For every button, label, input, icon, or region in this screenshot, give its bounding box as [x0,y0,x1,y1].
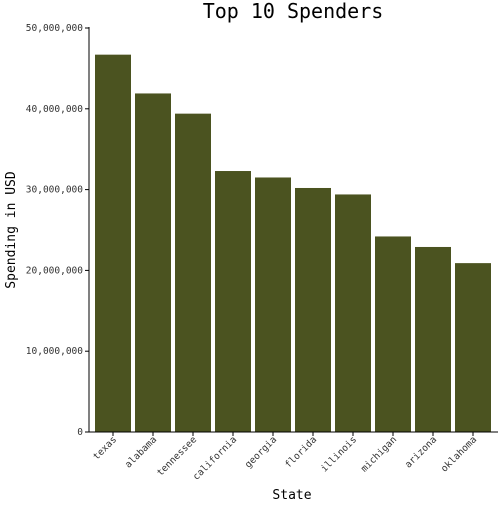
x-tick-label: oklahoma [439,434,479,474]
y-tick-label: 40,000,000 [26,104,83,115]
y-tick-label: 30,000,000 [26,185,83,196]
y-tick-label: 0 [77,427,83,438]
chart-title: Top 10 Spenders [203,0,384,23]
y-tick-label: 20,000,000 [26,265,83,276]
x-tick-label: michigan [359,434,399,474]
bar-alabama [135,93,171,432]
x-axis-label: State [272,488,311,503]
bar-florida [295,188,331,432]
y-tick-label: 50,000,000 [26,23,83,34]
y-tick-label: 10,000,000 [26,346,83,357]
x-tick-label: alabama [123,434,159,470]
bar-oklahoma [455,263,491,432]
x-tick-label: illinois [319,434,359,474]
bar-illinois [335,194,371,432]
bar-arizona [415,247,451,432]
x-tick-label: georgia [243,434,279,470]
bar-texas [95,55,131,432]
x-tick-label: arizona [403,434,439,470]
x-tick-label: texas [91,434,119,462]
bar-california [215,171,251,432]
bar-tennessee [175,114,211,432]
bar-georgia [255,177,291,432]
x-tick-label: florida [283,434,319,470]
y-axis: 0 10,000,000 20,000,000 30,000,000 40,000,00… [26,23,89,438]
bar-michigan [375,236,411,432]
bars-group [95,55,491,432]
y-axis-label: Spending in USD [4,171,19,289]
